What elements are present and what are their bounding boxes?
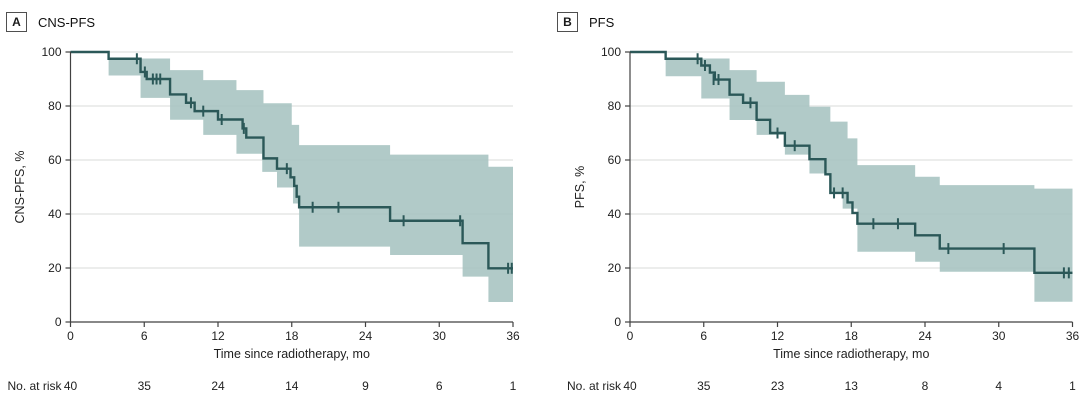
panel-title-a: CNS-PFS xyxy=(38,14,96,30)
x-tick-label: 24 xyxy=(359,329,373,343)
y-tick-label: 100 xyxy=(601,45,621,59)
y-axis-title: CNS-PFS, % xyxy=(13,151,27,224)
panel-b: B PFS 0 20 40 60 80 100 0 6 12 18 24 30 36 Time since… xyxy=(540,0,1080,403)
x-tick-label: 24 xyxy=(918,329,932,343)
risk-count: 40 xyxy=(64,379,78,393)
y-tick-label: 20 xyxy=(48,261,62,275)
panel-b-header: B PFS xyxy=(557,12,614,32)
risk-count: 14 xyxy=(285,379,299,393)
risk-table: No. at risk 40 35 24 14 9 6 1 xyxy=(7,379,516,393)
y-tick-label: 80 xyxy=(48,99,62,113)
risk-count: 24 xyxy=(211,379,225,393)
panel-title-b: PFS xyxy=(589,14,615,30)
y-tick-label: 0 xyxy=(55,315,62,329)
risk-count: 6 xyxy=(436,379,443,393)
ci-band xyxy=(108,58,514,303)
y-tick-label: 80 xyxy=(608,99,622,113)
risk-count: 8 xyxy=(922,379,929,393)
risk-count: 23 xyxy=(771,379,785,393)
km-curve xyxy=(70,50,513,270)
x-tick-label: 0 xyxy=(627,329,634,343)
panel-letter-b: B xyxy=(557,12,578,32)
x-axis-title: Time since radiotherapy, mo xyxy=(773,347,929,361)
risk-count: 13 xyxy=(845,379,859,393)
y-tick-label: 40 xyxy=(608,207,622,221)
x-tick-label: 12 xyxy=(211,329,225,343)
panel-letter-a: A xyxy=(6,12,27,32)
x-tick-label: 6 xyxy=(141,329,148,343)
y-tick-label: 20 xyxy=(608,261,622,275)
risk-count: 1 xyxy=(1069,379,1076,393)
risk-label: No. at risk xyxy=(7,379,62,393)
y-tick-label: 60 xyxy=(608,153,622,167)
panel-a: A CNS-PFS 0 20 40 60 80 100 0 6 12 18 24 30 36 Time s… xyxy=(6,12,520,393)
censor-ticks xyxy=(135,53,513,274)
y-tick-label: 0 xyxy=(614,315,621,329)
x-tick-label: 12 xyxy=(771,329,785,343)
y-tick-label: 100 xyxy=(41,45,61,59)
y-axis-title: PFS, % xyxy=(573,166,587,208)
risk-count: 35 xyxy=(697,379,711,393)
risk-count: 1 xyxy=(510,379,517,393)
y-tick-label: 40 xyxy=(48,207,62,221)
axes xyxy=(65,51,514,327)
risk-count: 4 xyxy=(995,379,1002,393)
x-tick-label: 0 xyxy=(67,329,74,343)
x-tick-label: 18 xyxy=(845,329,859,343)
y-tick-label: 60 xyxy=(48,153,62,167)
x-tick-label: 6 xyxy=(700,329,707,343)
x-tick-label: 18 xyxy=(285,329,299,343)
x-axis-title: Time since radiotherapy, mo xyxy=(214,347,370,361)
x-tick-label: 30 xyxy=(433,329,447,343)
ci-band xyxy=(665,58,1073,302)
km-curve xyxy=(630,50,1073,275)
risk-count: 35 xyxy=(138,379,152,393)
x-tick-label: 36 xyxy=(506,329,520,343)
tick-labels: 0 20 40 60 80 100 0 6 12 18 24 30 36 xyxy=(601,45,1080,343)
axes xyxy=(625,51,1074,327)
risk-label: No. at risk xyxy=(567,379,622,393)
tick-labels: 0 20 40 60 80 100 0 6 12 18 24 30 36 xyxy=(41,45,520,343)
x-tick-label: 30 xyxy=(992,329,1006,343)
x-tick-label: 36 xyxy=(1066,329,1080,343)
panel-a-header: A CNS-PFS xyxy=(6,12,95,32)
risk-count: 9 xyxy=(362,379,369,393)
risk-count: 40 xyxy=(623,379,637,393)
risk-table: No. at risk 40 35 23 13 8 4 1 xyxy=(567,379,1076,393)
censor-ticks xyxy=(696,53,1070,279)
km-plot-cns-pfs: 0 20 40 60 80 100 0 6 12 18 24 30 36 Time since radio… xyxy=(7,45,520,393)
